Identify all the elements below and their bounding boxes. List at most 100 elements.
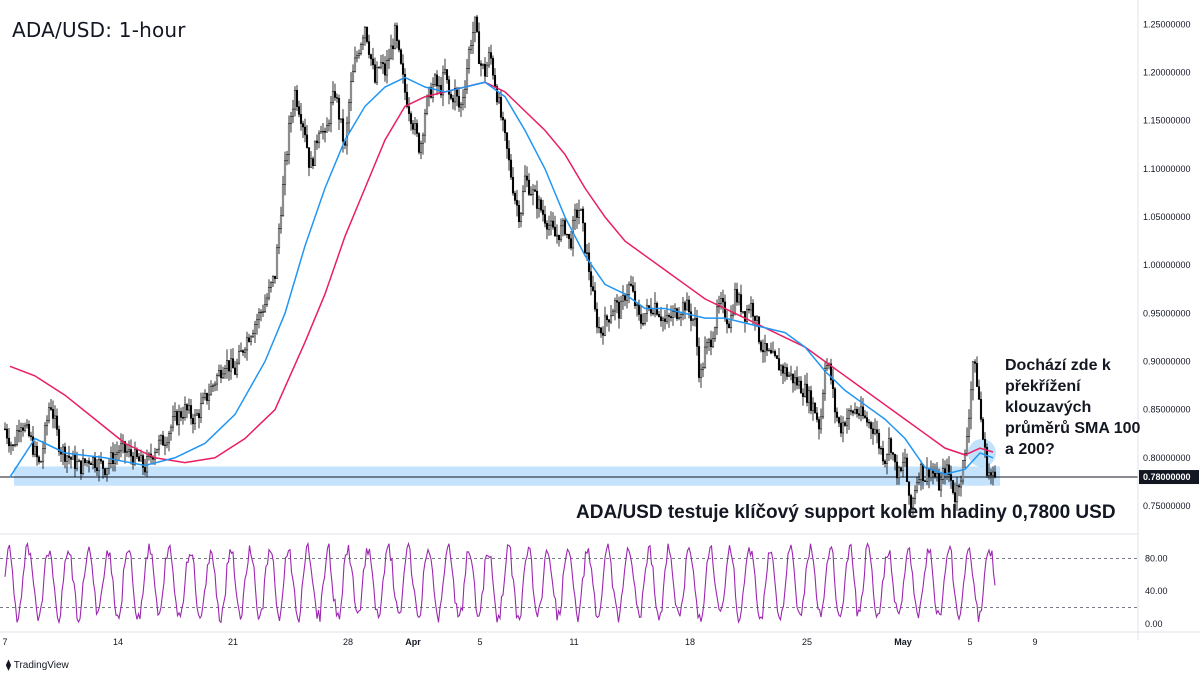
support-annotation: ADA/USD testuje klíčový support kolem hl…: [576, 502, 1116, 523]
candle: [191, 413, 195, 434]
candle-body: [543, 214, 547, 224]
candle-body: [273, 275, 277, 279]
candle: [5, 423, 9, 444]
candle-body: [721, 298, 725, 303]
candle-body: [859, 406, 863, 416]
candle-body: [107, 463, 111, 469]
candle-body: [327, 123, 331, 126]
candle-body: [371, 58, 375, 66]
candle: [133, 441, 137, 467]
candle-body: [915, 482, 919, 491]
candle: [547, 215, 551, 236]
candle: [3, 422, 7, 431]
candle: [961, 460, 965, 485]
candle-body: [133, 449, 137, 465]
candle: [103, 467, 107, 477]
candle-body: [811, 402, 815, 411]
candle-body: [393, 25, 397, 50]
candle-body: [219, 369, 223, 379]
candle-body: [303, 126, 307, 136]
candle-body: [155, 448, 159, 453]
candle-body: [527, 179, 531, 195]
candle: [215, 373, 219, 391]
candle: [337, 94, 341, 130]
candle-body: [99, 459, 103, 462]
candle: [623, 292, 627, 307]
candle-body: [789, 373, 793, 376]
candle-body: [913, 490, 917, 499]
candle-body: [613, 300, 617, 312]
candle: [273, 275, 277, 284]
candle-body: [239, 350, 243, 353]
crossover-annotation: Dochází zde k překřížení klouzavých prům…: [1005, 357, 1141, 458]
candle: [611, 308, 615, 317]
candle-body: [709, 339, 713, 348]
candle-body: [945, 464, 949, 475]
candle-body: [759, 341, 763, 351]
candle: [81, 449, 85, 476]
candle: [71, 450, 75, 460]
candle: [541, 199, 545, 222]
candle-body: [41, 448, 45, 462]
candle: [973, 359, 977, 373]
candle-body: [923, 480, 927, 482]
candle-body: [395, 25, 399, 41]
candle: [213, 381, 217, 392]
candle: [475, 14, 479, 34]
candle: [373, 57, 377, 84]
candle: [555, 224, 559, 244]
candle: [261, 304, 265, 318]
candle-body: [473, 16, 477, 33]
candle: [531, 184, 535, 206]
candle: [127, 440, 131, 458]
candle: [871, 422, 875, 445]
candle: [975, 356, 979, 388]
candle: [279, 206, 283, 234]
candle: [49, 399, 53, 411]
oscillator-panel: [0, 541, 1138, 625]
candle: [959, 475, 963, 497]
current-price-label: 0.78000000: [1143, 472, 1191, 482]
candle: [85, 460, 89, 467]
candle: [825, 358, 829, 371]
candle: [359, 42, 363, 56]
candle: [795, 366, 799, 390]
candles: [3, 14, 997, 517]
candle-body: [707, 339, 711, 343]
candle-body: [413, 123, 417, 130]
candle-body: [115, 452, 119, 455]
candle: [461, 89, 465, 111]
candle: [149, 443, 153, 464]
candle: [327, 119, 331, 132]
candle-body: [163, 444, 167, 447]
candle: [447, 75, 451, 105]
candle-body: [979, 399, 983, 420]
candle-body: [341, 118, 345, 142]
candle-body: [777, 358, 781, 371]
candle-body: [871, 428, 875, 434]
candle: [313, 140, 317, 166]
candle: [817, 416, 821, 440]
candle-body: [61, 446, 65, 455]
candle-body: [957, 485, 961, 488]
candle-body: [987, 472, 991, 476]
support-zone: [14, 466, 1000, 486]
candle-body: [213, 383, 217, 386]
candle-body: [985, 447, 989, 476]
candle: [575, 203, 579, 229]
candle: [255, 313, 259, 335]
candle-body: [15, 430, 19, 445]
candle: [913, 485, 917, 505]
candle: [709, 330, 713, 356]
candle: [353, 46, 357, 73]
candle: [551, 212, 555, 230]
candle-body: [261, 311, 265, 313]
candle-body: [171, 416, 175, 428]
candle-body: [7, 437, 11, 447]
candle-body: [949, 474, 953, 481]
candle: [781, 363, 785, 384]
candle: [231, 348, 235, 369]
candle-body: [975, 363, 979, 387]
candle: [195, 409, 199, 417]
candle-body: [369, 54, 373, 60]
